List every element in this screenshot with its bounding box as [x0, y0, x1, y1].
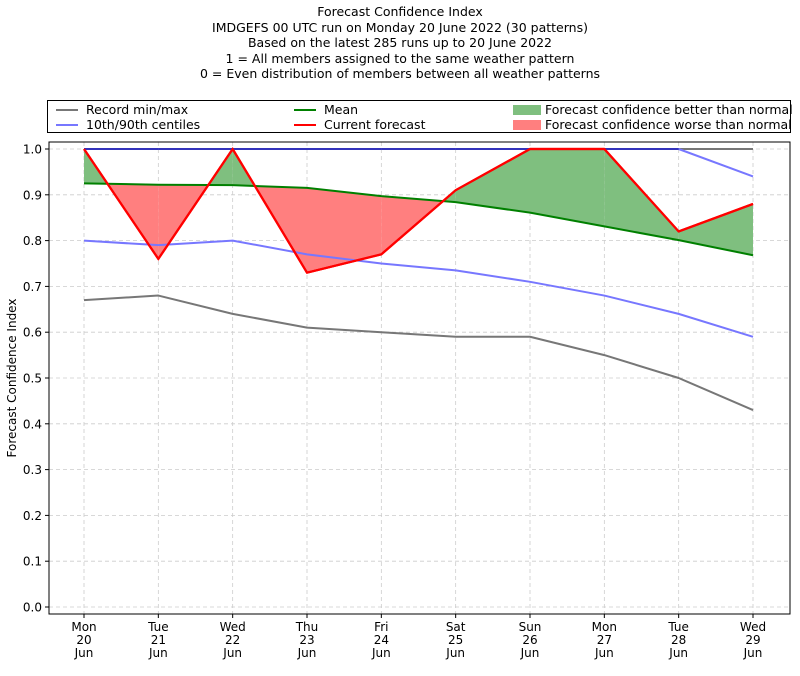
y-tick-label: 0.1	[23, 555, 42, 569]
x-tick-label: Mon	[71, 620, 96, 634]
y-tick-label: 0.7	[23, 280, 42, 294]
fill-worse-segment	[307, 187, 382, 273]
legend-mean-label: Mean	[324, 102, 359, 117]
x-tick-label: 25	[448, 633, 463, 647]
legend-worse-swatch	[513, 119, 541, 130]
legend-record: Record min/max	[56, 102, 188, 117]
y-tick-label: 0.2	[23, 509, 42, 523]
chart-subtitle-2: Based on the latest 285 runs up to 20 Ju…	[247, 35, 553, 50]
x-tick-label: 23	[299, 633, 314, 647]
y-tick-label: 1.0	[23, 143, 42, 157]
series-lines	[83, 146, 754, 411]
legend-better-swatch	[513, 104, 541, 115]
x-tick-label: Sat	[446, 620, 466, 634]
legend-mean: Mean	[294, 102, 358, 117]
legend-worse: Forecast confidence worse than normal	[513, 117, 792, 132]
x-tick-label: Jun	[668, 646, 688, 660]
x-tick-label: Jun	[297, 646, 317, 660]
x-tick-label: 27	[597, 633, 612, 647]
x-tick-label: Mon	[592, 620, 617, 634]
legend-centiles-swatch	[56, 123, 78, 126]
x-tick-label: Jun	[445, 646, 465, 660]
chart-title: Forecast Confidence Index	[317, 4, 483, 19]
chart-legend: Record min/max 10th/90th centiles Mean C…	[47, 100, 793, 133]
x-tick-label: Thu	[295, 620, 319, 634]
legend-centiles-label: 10th/90th centiles	[86, 117, 201, 132]
y-tick-label: 0.9	[23, 188, 42, 202]
y-tick-label: 0.4	[23, 417, 42, 431]
chart-subtitle-4: 0 = Even distribution of members between…	[199, 66, 601, 81]
legend-centiles: 10th/90th centiles	[56, 117, 200, 132]
legend-worse-label: Forecast confidence worse than normal	[545, 117, 792, 132]
x-tick-label: 26	[522, 633, 537, 647]
x-tick-label: Jun	[148, 646, 168, 660]
y-tick-label: 0.8	[23, 234, 42, 248]
legend-record-label: Record min/max	[86, 102, 189, 117]
y-tick-label: 0.6	[23, 326, 42, 340]
series-line-10th-centile	[83, 239, 754, 338]
x-tick-label: 20	[76, 633, 91, 647]
x-tick-label: Wed	[220, 620, 246, 634]
y-tick-label: 0.5	[23, 372, 42, 386]
x-tick-label: Jun	[594, 646, 614, 660]
series-line-current-forecast-top	[83, 146, 754, 274]
chart-subtitle-1: IMDGEFS 00 UTC run on Monday 20 June 202…	[212, 19, 588, 35]
chart-subtitle-3: 1 = All members assigned to the same wea…	[225, 50, 575, 66]
fill-better-segment	[530, 149, 605, 227]
fill-better-segment	[455, 149, 530, 213]
x-tick-label: Fri	[374, 620, 388, 634]
series-line-record-min	[83, 294, 754, 411]
x-tick-label: Sun	[519, 620, 542, 634]
x-tick-label: Wed	[740, 620, 766, 634]
x-tick-label: 28	[671, 633, 686, 647]
x-tick-label: 21	[151, 633, 166, 647]
series-line-mean	[83, 182, 754, 257]
x-tick-label: 24	[374, 633, 389, 647]
y-tick-label: 0.0	[23, 601, 42, 615]
x-tick-label: Tue	[667, 620, 689, 634]
x-axis-ticks: Mon20JunTue21JunWed22JunThu23JunFri24Jun…	[71, 614, 766, 660]
legend-mean-swatch	[294, 108, 316, 111]
x-tick-label: 22	[225, 633, 240, 647]
fill-better-segment	[678, 203, 753, 256]
legend-current-label: Current forecast	[324, 117, 426, 132]
series-line-90th-centile	[84, 148, 754, 178]
x-tick-label: Jun	[520, 646, 540, 660]
x-tick-label: Jun	[743, 646, 763, 660]
legend-better-label: Forecast confidence better than normal	[545, 102, 793, 117]
x-tick-label: Jun	[371, 646, 391, 660]
chart-title-block: Forecast Confidence Index IMDGEFS 00 UTC…	[0, 4, 800, 82]
x-tick-label: Tue	[147, 620, 169, 634]
legend-current: Current forecast	[294, 117, 425, 132]
y-axis-ticks: 0.0 0.1 0.2 0.3 0.4 0.5 0.6 0.7 0.8 0.9 1.0	[23, 143, 49, 615]
x-tick-label: Jun	[222, 646, 242, 660]
legend-record-swatch	[56, 108, 78, 111]
fill-better-segment	[604, 149, 679, 241]
x-tick-label: Jun	[74, 646, 94, 660]
x-tick-label: 29	[745, 633, 760, 647]
y-axis-label: Forecast Confidence Index	[5, 299, 19, 458]
legend-current-swatch	[294, 123, 316, 126]
legend-better: Forecast confidence better than normal	[513, 102, 793, 117]
confidence-fills	[84, 149, 753, 273]
y-tick-label: 0.3	[23, 463, 42, 477]
